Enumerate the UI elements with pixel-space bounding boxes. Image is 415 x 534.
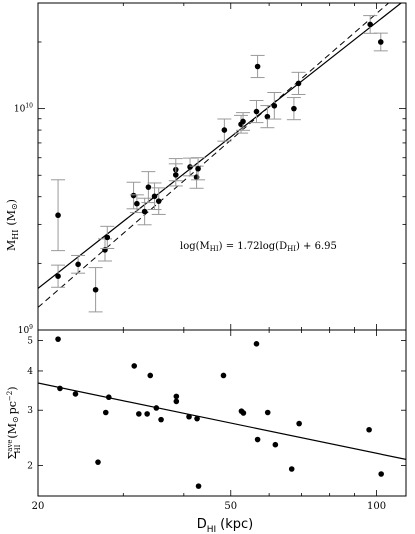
data-point — [254, 63, 261, 70]
data-point — [141, 208, 148, 215]
data-point — [151, 193, 158, 200]
data-point — [253, 341, 260, 347]
data-point — [153, 405, 160, 411]
data-point — [296, 420, 302, 427]
data-point — [130, 192, 137, 199]
fit-line-bottom — [38, 382, 406, 460]
bottom-axes-frame — [37, 329, 407, 497]
data-point — [366, 426, 372, 433]
bottom-panel: 2 3 4 5 20 50 100 ΣaveHI(M⊙pc−2) DHI (kpc) — [6, 329, 407, 534]
data-point — [105, 394, 112, 401]
data-point — [367, 21, 373, 28]
data-point — [220, 372, 227, 379]
top-panel: 109 1010 log(MHI) = 1.72log(DHI) + 6.95 M… — [5, 2, 407, 336]
bottom-xtick-label: 20 — [32, 501, 45, 512]
data-point — [271, 102, 278, 109]
data-point — [55, 273, 61, 279]
data-point — [288, 466, 295, 472]
data-point — [187, 164, 193, 170]
fit-line-dashed — [38, 3, 390, 308]
bottom-ytick-label: 3 — [27, 406, 33, 416]
bottom-ylabel: ΣaveHI(M⊙pc−2) — [6, 386, 22, 459]
bottom-ytick-label: 5 — [27, 337, 33, 347]
data-point — [145, 184, 152, 190]
bottom-ytick-label: 4 — [27, 367, 33, 377]
data-point — [195, 483, 202, 489]
data-point — [378, 471, 384, 477]
data-point — [144, 411, 150, 417]
top-annotation: log(MHI) = 1.72log(DHI) + 6.95 — [180, 241, 337, 253]
top-ytick-label: 109 — [18, 324, 33, 336]
data-point — [147, 372, 154, 379]
data-point — [104, 234, 111, 241]
data-point — [253, 108, 260, 115]
data-point — [295, 80, 302, 87]
data-point — [55, 212, 61, 219]
sun-symbol-icon-2: ⊙ — [11, 416, 20, 423]
top-ylabel: MHI(M⊙) — [5, 199, 20, 251]
data-point — [136, 411, 142, 417]
data-point — [173, 393, 180, 400]
data-point — [102, 409, 109, 416]
data-point — [186, 413, 192, 420]
bottom-xlabel: DHI (kpc) — [197, 517, 254, 534]
data-point — [195, 165, 201, 172]
sun-symbol-icon: ⊙ — [10, 203, 19, 210]
data-point — [264, 409, 271, 416]
data-point — [264, 113, 271, 120]
bottom-ytick-labels: 2 3 4 5 — [27, 337, 33, 472]
bottom-xtick-label: 100 — [367, 501, 386, 512]
data-point — [272, 441, 279, 448]
bottom-marks — [37, 329, 407, 497]
top-ytick-labels: 109 1010 — [14, 103, 33, 336]
fit-line-solid — [38, 3, 403, 289]
data-point — [134, 200, 140, 207]
data-point — [131, 363, 138, 369]
top-axes-frame — [37, 2, 407, 331]
data-point — [291, 105, 297, 112]
data-point — [72, 391, 79, 397]
data-point — [92, 286, 99, 293]
data-point — [95, 459, 101, 465]
data-point — [55, 336, 61, 342]
data-point — [173, 398, 180, 405]
data-point — [155, 198, 162, 204]
data-point — [240, 118, 246, 125]
bottom-xtick-labels: 20 50 100 — [32, 501, 387, 512]
data-point — [377, 39, 384, 45]
data-point — [57, 385, 63, 392]
data-point — [240, 410, 247, 416]
top-ytick-label: 1010 — [14, 103, 33, 115]
data-point — [221, 127, 228, 133]
data-point — [194, 415, 200, 422]
bottom-xtick-label: 50 — [224, 501, 237, 512]
data-point — [254, 436, 261, 443]
data-point — [75, 261, 81, 268]
data-point — [158, 416, 164, 423]
top-marks — [37, 2, 407, 331]
data-point — [172, 172, 179, 178]
bottom-ytick-label: 2 — [27, 462, 33, 472]
